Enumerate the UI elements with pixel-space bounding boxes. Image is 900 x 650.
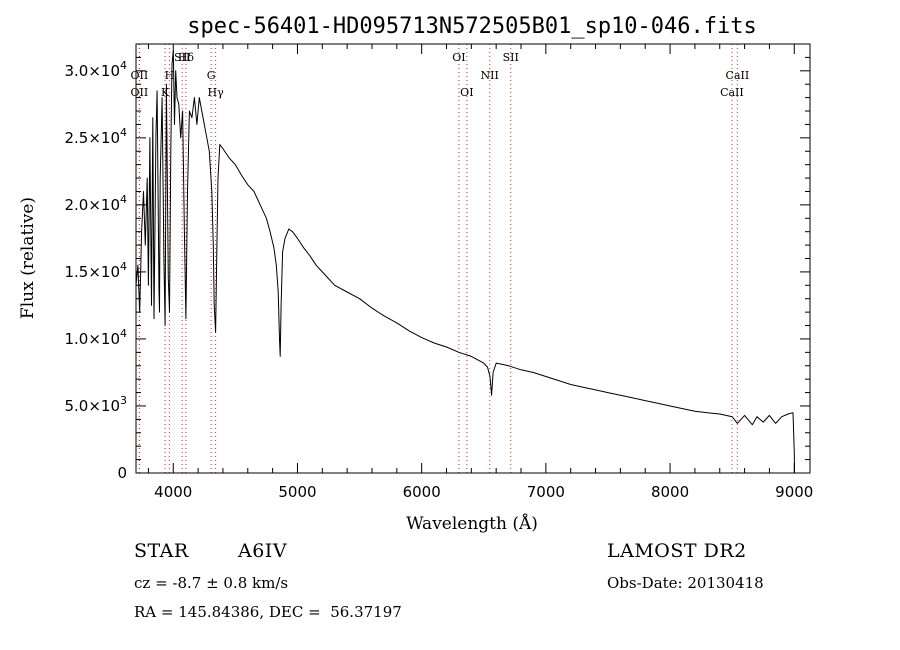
spectral-line-label: Hγ [208, 86, 225, 99]
x-axis-ticks: 4000 5000 6000 7000 8000 9000 [147, 44, 813, 501]
x-tick-label: 5000 [278, 483, 316, 501]
line-markers [138, 44, 738, 473]
spectral-line-label: NII [481, 69, 499, 82]
y-tick-mantissa: 2.0×10 [64, 196, 120, 214]
spectrum-series [135, 50, 795, 474]
x-tick-label: 9000 [775, 483, 813, 501]
y-tick-label: 0 [117, 464, 127, 482]
x-tick-label: 6000 [403, 483, 441, 501]
y-tick-exponent: 3 [120, 394, 127, 407]
y-tick-mantissa: 1.0×10 [64, 330, 120, 348]
y-tick-exponent: 4 [120, 193, 127, 206]
spectral-line-label: K [161, 86, 170, 99]
spectral-line-label: OI [452, 51, 465, 64]
y-tick-label: 2.5×104 [64, 126, 127, 147]
y-tick-mantissa: 1.5×10 [64, 263, 120, 281]
y-tick-label: 1.0×104 [64, 327, 127, 348]
spectrum-line [135, 50, 795, 474]
redshift-cz: cz = -8.7 ± 0.8 km/s [134, 574, 289, 592]
spectral-line-label: Hδ [178, 51, 195, 64]
y-tick-exponent: 4 [120, 327, 127, 340]
line-labels: Hδ OII OII KH SII Hγ G OI OI NII SII CaII CaII [130, 51, 749, 99]
spectral-line-label: CaII [720, 86, 744, 99]
object-class: STAR [134, 540, 189, 562]
y-tick-mantissa: 5.0×10 [64, 397, 120, 415]
plot-frame [135, 43, 811, 474]
ra-dec: RA = 145.84386, DEC = 56.37197 [134, 603, 402, 621]
spectral-line-label: CaII [726, 69, 750, 82]
spectral-line-label: G [207, 69, 216, 82]
x-axis-label: Wavelength (Å) [406, 513, 538, 534]
obs-date: Obs-Date: 20130418 [607, 574, 764, 592]
y-axis-ticks: 05.0×1031.0×1041.5×1042.0×1042.5×1043.0×… [64, 43, 810, 482]
y-tick-mantissa: 0 [117, 464, 127, 482]
x-tick-label: 8000 [651, 483, 689, 501]
y-tick-exponent: 4 [120, 126, 127, 139]
spectral-line-label: OII [130, 86, 148, 99]
object-subclass: A6IV [238, 540, 288, 562]
y-tick-mantissa: 3.0×10 [64, 62, 120, 80]
y-tick-label: 3.0×104 [64, 59, 127, 80]
y-tick-label: 5.0×103 [64, 394, 127, 415]
y-tick-exponent: 4 [120, 59, 127, 72]
x-tick-label: 4000 [154, 483, 192, 501]
x-tick-label: 7000 [527, 483, 565, 501]
y-tick-mantissa: 2.5×10 [64, 129, 120, 147]
spectral-line-label: OII [130, 69, 148, 82]
y-axis-label: Flux (relative) [18, 197, 38, 319]
survey-name: LAMOST DR2 [607, 540, 747, 562]
spectral-line-label: SII [503, 51, 519, 64]
spectral-line-label: OI [460, 86, 473, 99]
spectral-line-label: H [165, 69, 175, 82]
y-tick-exponent: 4 [120, 260, 127, 273]
spectral-line-label: SII [174, 51, 190, 64]
y-tick-label: 1.5×104 [64, 260, 127, 281]
plot-title: spec-56401-HD095713N572505B01_sp10-046.f… [187, 14, 757, 39]
y-tick-label: 2.0×104 [64, 193, 127, 214]
